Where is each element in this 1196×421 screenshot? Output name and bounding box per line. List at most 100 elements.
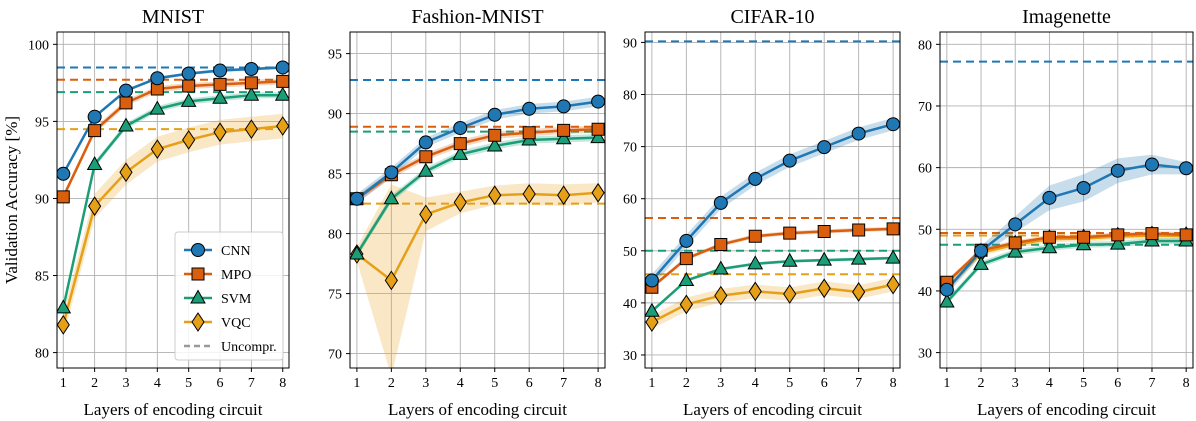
cnn-point-3 [713, 195, 728, 210]
x-tick-label: 6 [526, 376, 533, 391]
svm-point-8 [274, 86, 289, 101]
y-tick-label: 80 [918, 38, 932, 53]
cnn-point-1 [350, 191, 364, 206]
y-tick-label: 85 [328, 168, 342, 183]
cnn-point-3 [418, 135, 433, 150]
x-axis-label: Layers of encoding circuit [683, 400, 862, 419]
y-tick-label: 85 [35, 270, 49, 285]
mpo-point-3 [1008, 236, 1022, 250]
vqc-point-5 [783, 284, 797, 304]
svm-point-7 [850, 250, 867, 265]
cnn-point-1 [940, 282, 954, 297]
axes-frame [349, 31, 606, 369]
y-tick-label: 80 [328, 228, 342, 243]
cnn-point-5 [1076, 180, 1091, 195]
y-tick-label: 50 [918, 223, 932, 238]
cnn-point-3 [1008, 217, 1023, 232]
svm-series-line [945, 239, 1187, 303]
cnn-point-2 [974, 243, 989, 258]
svm-point-3 [118, 117, 134, 132]
x-tick-label: 4 [154, 376, 161, 391]
x-tick-label: 3 [1012, 376, 1019, 391]
x-tick-label: 5 [786, 376, 793, 391]
panel-title: Imagenette [1022, 6, 1111, 28]
cnn-error-band [356, 96, 599, 204]
svm-point-8 [590, 129, 605, 144]
panel-title: Fashion-MNIST [411, 6, 543, 28]
vqc-point-7 [244, 119, 258, 140]
vqc-point-7 [557, 185, 571, 206]
plot-area [350, 79, 605, 368]
cnn-error-band [946, 154, 1187, 295]
x-tick-label: 2 [683, 376, 690, 391]
cnn-point-1 [57, 166, 71, 181]
mpo-point-8 [886, 222, 900, 236]
vqc-point-2 [88, 196, 102, 217]
x-tick-label: 2 [91, 376, 98, 391]
x-tick-label: 2 [388, 376, 395, 391]
gridlines [645, 32, 900, 368]
svm-markers [645, 249, 900, 317]
mpo-point-7 [1145, 227, 1159, 241]
axes-frame [644, 31, 901, 369]
vqc-point-3 [119, 162, 133, 183]
mpo-point-3 [714, 238, 728, 252]
x-tick-label: 4 [1046, 376, 1053, 391]
svm-point-2 [86, 156, 103, 171]
vqc-point-3 [419, 204, 433, 225]
x-tick-label: 1 [648, 376, 655, 391]
vqc-error-band [63, 113, 283, 338]
x-tick-label: 7 [248, 376, 255, 391]
y-tick-label: 40 [623, 297, 637, 312]
cnn-point-8 [1179, 161, 1193, 176]
cnn-point-6 [1110, 163, 1125, 178]
svm-point-4 [452, 145, 469, 160]
y-tick-label: 95 [35, 115, 49, 130]
mpo-point-4 [748, 229, 762, 243]
x-tick-label: 7 [855, 376, 862, 391]
vqc-point-2 [384, 270, 398, 291]
svm-series-line [62, 93, 283, 309]
legend-item-mpo: MPO [184, 267, 251, 283]
mpo-error-band [356, 125, 599, 203]
panel-cifar10: 1 2 3 4 5 6 7 8 30 40 50 60 70 80 90 CIFAR-10 Layers of … [623, 6, 901, 419]
x-tick-label: 4 [752, 376, 759, 391]
y-tick-label: 90 [328, 108, 342, 123]
svm-point-4 [149, 100, 166, 115]
svm-point-1 [350, 245, 365, 260]
y-tick-label: 75 [328, 288, 342, 303]
mpo-point-5 [1077, 230, 1091, 244]
plot-area [57, 60, 289, 338]
cnn-point-8 [591, 94, 605, 109]
svm-markers [57, 86, 289, 314]
svm-series-line [651, 256, 894, 313]
y-tick-label: 40 [918, 285, 932, 300]
panel-imagenette: 1 2 3 4 5 6 7 8 30 40 50 60 70 80 Imagenette Layers of … [918, 6, 1194, 419]
x-tick-label: 8 [1183, 376, 1190, 391]
vqc-point-5 [488, 185, 502, 206]
legend-square-marker [191, 267, 205, 281]
x-tick-label: 3 [422, 376, 429, 391]
cnn-point-3 [118, 83, 133, 98]
legend-label: SVM [221, 292, 252, 307]
cnn-point-2 [87, 109, 102, 124]
mpo-point-2 [679, 252, 693, 266]
cnn-markers [645, 117, 900, 288]
svm-point-3 [1007, 243, 1024, 258]
y-tick-label: 90 [35, 192, 49, 207]
cnn-point-5 [782, 153, 797, 168]
svm-point-5 [180, 92, 197, 107]
svm-point-2 [383, 190, 400, 205]
x-tick-label: 8 [890, 376, 897, 391]
svm-point-4 [747, 255, 764, 270]
cnn-point-7 [556, 99, 571, 114]
panel-title: MNIST [142, 6, 204, 28]
svm-point-2 [973, 255, 989, 270]
x-tick-label: 5 [491, 376, 498, 391]
panel-fashion-mnist: 1 2 3 4 5 6 7 8 70 75 80 85 90 95 Fashion-MNIST Layers … [328, 6, 606, 419]
svm-point-5 [486, 137, 503, 152]
vqc-point-8 [886, 274, 900, 295]
svm-markers [350, 129, 605, 260]
x-tick-label: 8 [279, 376, 286, 391]
x-axis-label: Layers of encoding circuit [84, 400, 263, 419]
